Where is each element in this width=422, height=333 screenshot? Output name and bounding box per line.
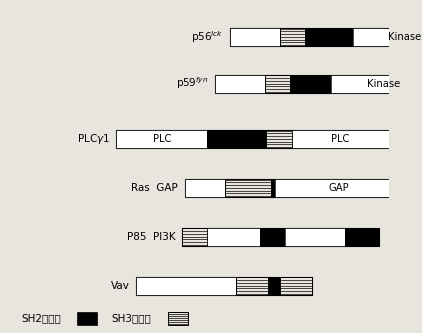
Text: Vav: Vav xyxy=(111,281,130,291)
Bar xyxy=(306,28,353,46)
Bar xyxy=(271,179,276,197)
Text: Kinase: Kinase xyxy=(367,79,400,89)
Bar xyxy=(276,179,403,197)
Bar xyxy=(230,28,280,46)
Text: PLC: PLC xyxy=(153,134,171,144)
Bar xyxy=(236,277,268,294)
Bar xyxy=(136,277,236,294)
Bar xyxy=(116,130,207,148)
Text: PLC$\gamma$1: PLC$\gamma$1 xyxy=(77,132,110,146)
Bar xyxy=(182,228,379,246)
Bar xyxy=(280,277,312,294)
Bar xyxy=(265,75,290,93)
Text: SH3功能域: SH3功能域 xyxy=(112,313,151,323)
Text: p59$^{fyn}$: p59$^{fyn}$ xyxy=(176,76,208,92)
Bar xyxy=(136,277,312,294)
Text: p56$^{lck}$: p56$^{lck}$ xyxy=(191,29,224,45)
Bar xyxy=(280,28,306,46)
Text: GAP: GAP xyxy=(329,183,349,193)
Bar xyxy=(331,75,422,93)
Bar xyxy=(225,179,271,197)
Text: SH2功能域: SH2功能域 xyxy=(21,313,61,323)
Text: P85  PI3K: P85 PI3K xyxy=(127,232,176,242)
Bar xyxy=(215,75,422,93)
Bar xyxy=(292,130,389,148)
Text: Ras  GAP: Ras GAP xyxy=(132,183,178,193)
Bar xyxy=(266,130,292,148)
Bar xyxy=(182,228,207,246)
Bar xyxy=(207,228,260,246)
Bar xyxy=(215,75,265,93)
Text: PLC: PLC xyxy=(331,134,350,144)
Bar xyxy=(286,228,345,246)
Bar xyxy=(260,228,286,246)
Bar xyxy=(207,130,266,148)
Bar xyxy=(116,130,389,148)
Bar xyxy=(230,28,422,46)
Bar xyxy=(168,312,188,325)
Bar xyxy=(77,312,97,325)
Bar xyxy=(290,75,331,93)
Bar xyxy=(184,179,403,197)
Bar xyxy=(184,179,225,197)
Bar xyxy=(268,277,280,294)
Bar xyxy=(345,228,379,246)
Bar xyxy=(353,28,422,46)
Text: Kinase: Kinase xyxy=(388,32,422,42)
